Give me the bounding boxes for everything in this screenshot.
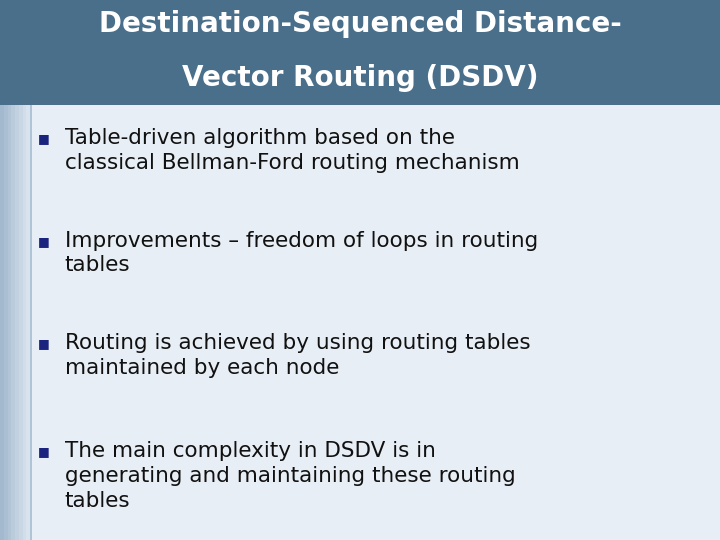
Bar: [0, 105, 4, 540]
Text: Improvements – freedom of loops in routing
tables: Improvements – freedom of loops in routi…: [65, 231, 538, 275]
Text: Destination-Sequenced Distance-: Destination-Sequenced Distance-: [99, 10, 621, 38]
Bar: [27, 105, 30, 540]
Bar: [19, 105, 23, 540]
Text: The main complexity in DSDV is in
generating and maintaining these routing
table: The main complexity in DSDV is in genera…: [65, 441, 516, 511]
Bar: [4, 105, 7, 540]
Bar: [15, 105, 19, 540]
Bar: [0, 0, 720, 105]
Text: Table-driven algorithm based on the
classical Bellman-Ford routing mechanism: Table-driven algorithm based on the clas…: [65, 128, 520, 173]
Bar: [23, 105, 27, 540]
Text: ■: ■: [37, 235, 49, 248]
Bar: [30, 105, 32, 540]
Text: ■: ■: [37, 446, 49, 458]
Text: Vector Routing (DSDV): Vector Routing (DSDV): [181, 64, 539, 92]
Text: ■: ■: [37, 132, 49, 145]
Bar: [7, 105, 12, 540]
Bar: [12, 105, 15, 540]
Text: ■: ■: [37, 338, 49, 350]
Text: Routing is achieved by using routing tables
maintained by each node: Routing is achieved by using routing tab…: [65, 333, 531, 378]
Bar: [0, 105, 720, 540]
